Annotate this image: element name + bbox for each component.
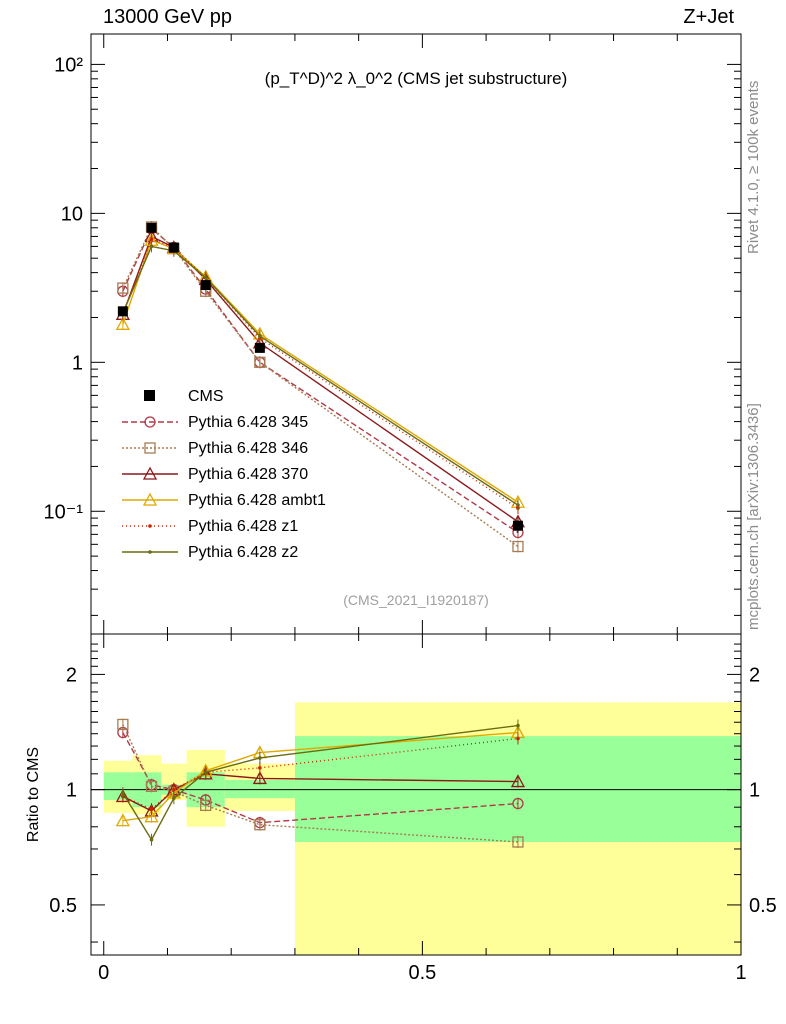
ratio-point-series-5 bbox=[203, 770, 208, 775]
ratio-point-series-4 bbox=[258, 766, 262, 770]
ratio-y-tick-label: 2 bbox=[66, 664, 77, 686]
legend-label-5: Pythia 6.428 z2 bbox=[188, 544, 298, 561]
ratio-point-series-2 bbox=[252, 771, 267, 785]
main-series-line-2 bbox=[122, 235, 519, 523]
legend-label-1: Pythia 6.428 346 bbox=[188, 440, 308, 457]
ratio-y-tick-label-right: 1 bbox=[749, 780, 760, 802]
main-series-line-3 bbox=[122, 239, 519, 503]
cms-data-point bbox=[200, 280, 211, 291]
main-point-series-5 bbox=[203, 275, 208, 280]
cms-data-point bbox=[117, 306, 128, 317]
main-point-series-5 bbox=[516, 503, 520, 507]
cms-data-point bbox=[168, 242, 179, 253]
main-series-line-4 bbox=[122, 238, 519, 509]
main-point-series-5 bbox=[149, 244, 154, 249]
analysis-id-label: (CMS_2021_I1920187) bbox=[343, 592, 489, 608]
ratio-point-series-5 bbox=[149, 837, 154, 842]
cms-data-point bbox=[146, 222, 157, 233]
legend-marker-0 bbox=[144, 416, 156, 428]
ratio-point-series-1 bbox=[254, 819, 266, 831]
main-series-line-0 bbox=[122, 227, 519, 534]
main-y-tick-label: 10² bbox=[54, 54, 83, 76]
ratio-y-tick-label: 1 bbox=[66, 780, 77, 802]
ratio-y-tick-label-right: 0.5 bbox=[749, 895, 777, 917]
main-series-line-1 bbox=[122, 225, 519, 548]
legend-label-cms: CMS bbox=[188, 388, 224, 405]
main-series-line-5 bbox=[122, 245, 519, 506]
chart-title: (p_T^D)^2 λ_0^2 (CMS jet substructure) bbox=[265, 69, 568, 88]
ratio-y-axis-label: Ratio to CMS bbox=[25, 747, 42, 842]
main-point-series-1 bbox=[117, 282, 129, 294]
process-label: Z+Jet bbox=[683, 6, 734, 28]
ratio-point-series-4 bbox=[172, 787, 176, 792]
ratio-point-series-1 bbox=[145, 780, 158, 793]
legend-label-0: Pythia 6.428 345 bbox=[188, 414, 308, 431]
ratio-band-inner-0 bbox=[103, 772, 133, 800]
main-point-series-5 bbox=[258, 334, 262, 338]
legend-marker-cms bbox=[144, 390, 155, 401]
main-y-tick-label: 10⁻¹ bbox=[44, 501, 84, 523]
ratio-plot-frame bbox=[90, 633, 742, 956]
legend-label-3: Pythia 6.428 ambt1 bbox=[188, 492, 326, 509]
ratio-point-series-5 bbox=[516, 723, 520, 728]
x-tick-label: 1 bbox=[735, 962, 746, 984]
ratio-point-series-5 bbox=[258, 756, 262, 760]
legend-marker-3 bbox=[142, 492, 158, 506]
ratio-point-series-4 bbox=[149, 807, 154, 811]
main-y-tick-label: 1 bbox=[72, 352, 83, 374]
main-point-series-3 bbox=[115, 316, 130, 330]
ratio-band-inner-4 bbox=[224, 779, 295, 799]
legend-label-4: Pythia 6.428 z1 bbox=[188, 518, 298, 535]
main-point-series-1 bbox=[512, 540, 524, 553]
energy-label: 13000 GeV pp bbox=[103, 6, 232, 28]
legend-marker-2 bbox=[142, 466, 158, 480]
cms-data-point bbox=[254, 342, 265, 353]
main-y-tick-label: 10 bbox=[61, 203, 83, 225]
ratio-point-series-5 bbox=[172, 796, 176, 800]
x-tick-label: 0 bbox=[98, 962, 109, 984]
legend-marker-5 bbox=[148, 550, 152, 554]
ratio-point-series-1 bbox=[200, 799, 212, 811]
ratio-series-line-3 bbox=[122, 731, 519, 822]
ratio-point-series-4 bbox=[516, 736, 520, 741]
legend-marker-1 bbox=[144, 442, 156, 454]
ratio-series-line-5 bbox=[122, 724, 519, 842]
legend-label-2: Pythia 6.428 370 bbox=[188, 466, 308, 483]
ratio-point-series-3 bbox=[115, 813, 130, 827]
ratio-point-series-3 bbox=[144, 809, 159, 823]
legend-marker-4 bbox=[148, 524, 152, 528]
ratio-point-series-1 bbox=[512, 836, 524, 848]
ratio-y-tick-label: 0.5 bbox=[49, 895, 77, 917]
ratio-point-series-2 bbox=[510, 774, 526, 788]
x-tick-label: 0.5 bbox=[408, 962, 436, 984]
cms-data-point bbox=[512, 520, 523, 531]
main-point-series-1 bbox=[254, 356, 266, 368]
ratio-point-series-1 bbox=[117, 718, 129, 731]
ratio-point-series-5 bbox=[121, 791, 125, 795]
ratio-y-tick-label-right: 2 bbox=[749, 664, 760, 686]
main-point-series-4 bbox=[149, 237, 154, 242]
ratio-band-inner-5 bbox=[294, 736, 741, 842]
ratio-point-series-0 bbox=[512, 797, 524, 810]
ratio-series-line-1 bbox=[122, 724, 519, 843]
